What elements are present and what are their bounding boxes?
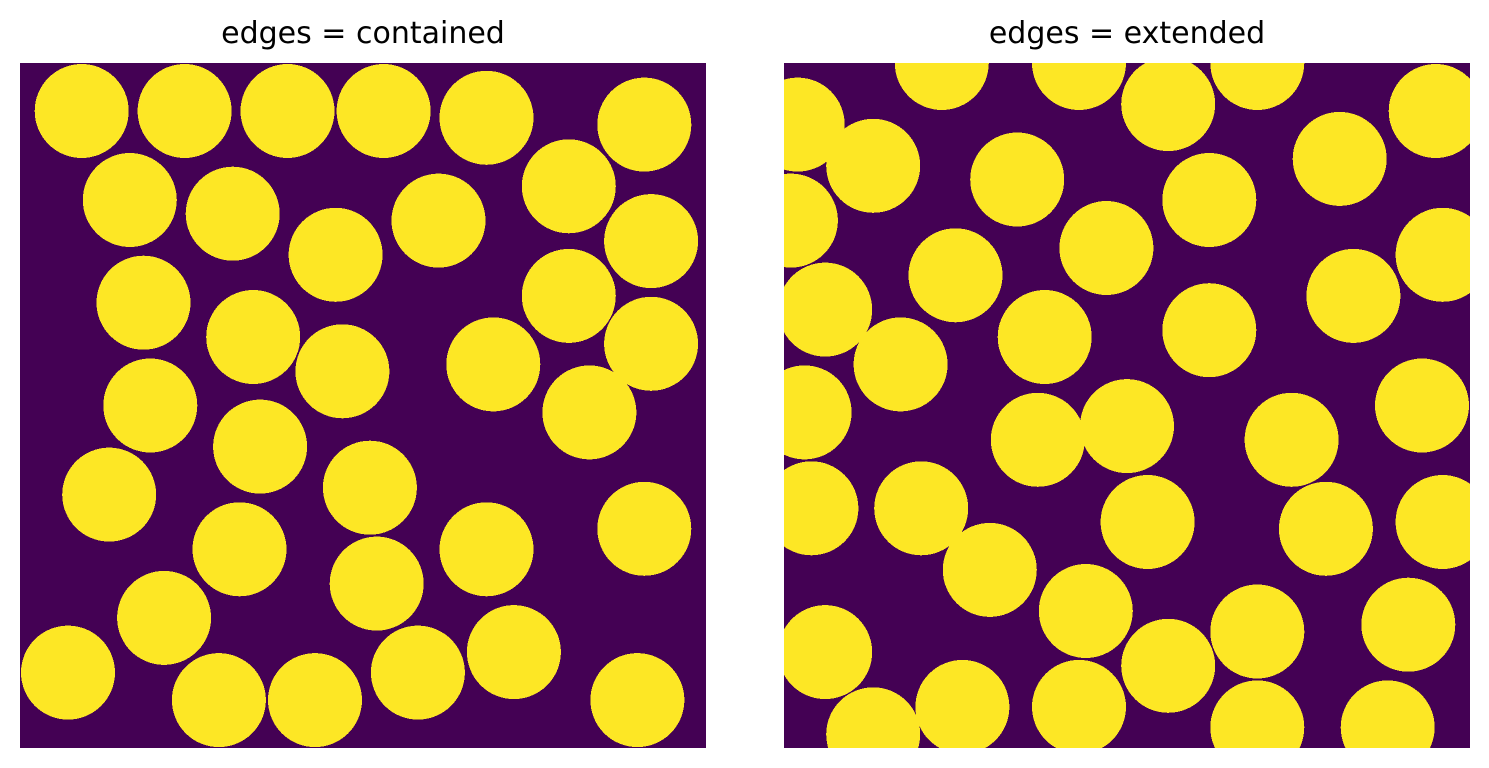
particle <box>1210 680 1305 748</box>
particle <box>96 255 191 350</box>
particle <box>1306 248 1401 343</box>
particle <box>784 262 873 357</box>
particle <box>370 625 465 720</box>
particle <box>21 625 115 720</box>
panel-title-extended: edges = extended <box>988 16 1266 51</box>
particle <box>542 365 637 460</box>
particle <box>853 317 948 412</box>
particle <box>103 358 198 453</box>
particle <box>1244 392 1339 487</box>
particle <box>1121 63 1216 152</box>
particle <box>997 290 1092 384</box>
particle <box>213 399 308 494</box>
particle <box>604 194 699 289</box>
particle <box>268 653 362 748</box>
particle <box>784 173 838 268</box>
particle <box>784 461 859 556</box>
particle <box>1340 680 1435 748</box>
particle <box>894 63 989 110</box>
particle <box>1278 481 1373 576</box>
particle <box>1395 207 1470 302</box>
particle <box>295 324 390 419</box>
particle <box>970 132 1065 227</box>
panel-contained: edges = contained <box>20 0 706 768</box>
particle <box>784 77 845 172</box>
particle <box>1395 475 1470 569</box>
particle <box>446 317 541 412</box>
particle <box>826 687 921 748</box>
particle <box>439 502 534 597</box>
particle <box>336 64 431 158</box>
particle <box>206 290 301 384</box>
particle <box>1121 618 1216 713</box>
particle <box>990 392 1085 487</box>
particle <box>874 461 969 556</box>
particle <box>1388 64 1470 158</box>
particle <box>1032 659 1126 748</box>
particle <box>915 659 1010 748</box>
particle <box>439 70 534 165</box>
panel-title-contained: edges = contained <box>221 16 505 51</box>
particle <box>34 64 129 158</box>
particle <box>521 248 616 343</box>
particle <box>240 64 335 158</box>
particle <box>597 77 692 172</box>
particle <box>288 207 383 302</box>
particle <box>604 296 699 391</box>
particle <box>62 447 157 542</box>
particle <box>329 536 424 631</box>
particle <box>1361 577 1456 672</box>
particle <box>1162 283 1257 378</box>
panel-extended: edges = extended <box>784 0 1470 768</box>
particle-image-contained <box>20 63 706 748</box>
particle <box>597 481 692 576</box>
particle <box>1292 111 1387 206</box>
particle <box>137 64 232 158</box>
particle-image-extended <box>784 63 1470 748</box>
particle <box>171 653 266 748</box>
particle <box>82 153 177 247</box>
particle <box>1210 63 1305 110</box>
particle <box>590 653 685 748</box>
particle <box>826 118 921 213</box>
particle <box>1038 564 1133 658</box>
particle <box>908 228 1003 323</box>
particle <box>784 605 873 700</box>
particle <box>117 570 212 665</box>
particle <box>942 522 1037 617</box>
particle <box>1375 358 1469 453</box>
particle <box>322 440 417 535</box>
particle <box>1162 153 1257 247</box>
particle <box>521 139 616 234</box>
particle <box>192 502 287 597</box>
particle <box>1059 201 1154 295</box>
particle <box>185 166 280 261</box>
particle <box>1080 379 1174 474</box>
particle <box>466 605 561 700</box>
particle <box>391 173 486 268</box>
particle <box>784 365 852 460</box>
particle <box>1210 584 1305 679</box>
particle <box>1032 63 1126 110</box>
particle <box>1100 475 1195 569</box>
